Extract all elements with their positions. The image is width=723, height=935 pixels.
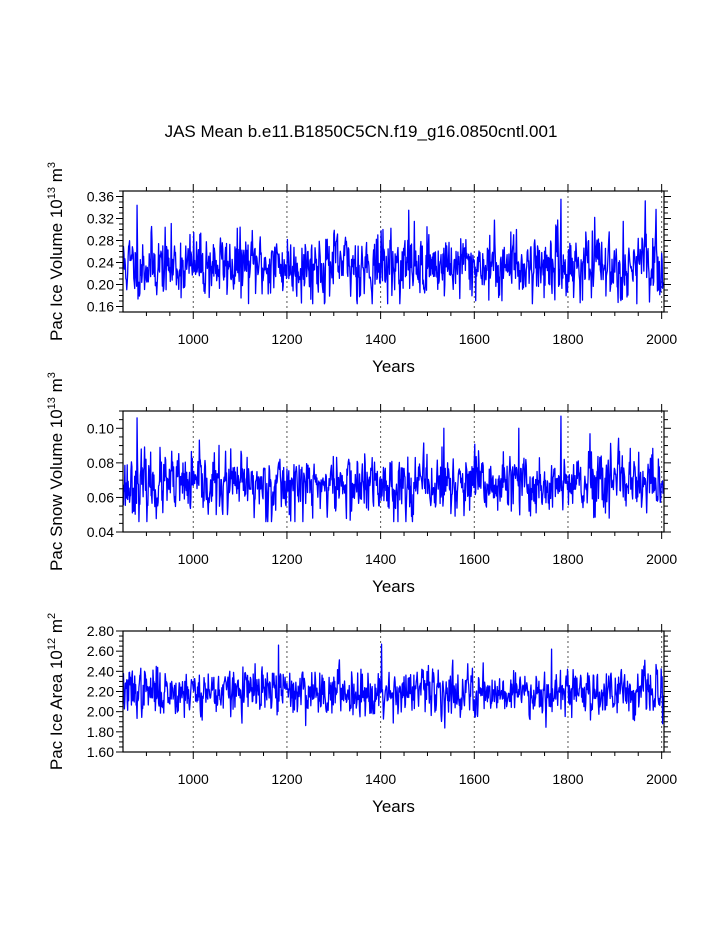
y-axis-label-part: Pac Ice Area 10 — [47, 650, 66, 770]
y-tick-label: 0.04 — [87, 524, 114, 540]
y-axis-label: Pac Ice Volume 1013 m3 — [46, 162, 66, 341]
x-axis-label: Years — [372, 577, 415, 596]
x-tick-label: 1200 — [271, 771, 302, 787]
y-axis-label-part: m — [47, 168, 66, 187]
y-axis-label-part: m — [47, 619, 66, 638]
y-tick-label: 0.24 — [87, 255, 114, 271]
x-axis-label: Years — [372, 357, 415, 376]
y-tick-label: 2.20 — [87, 684, 114, 700]
x-tick-label: 1800 — [552, 331, 583, 347]
x-tick-label: 1200 — [271, 551, 302, 567]
y-axis-label-part: 3 — [46, 372, 58, 378]
x-tick-label: 1400 — [365, 331, 396, 347]
y-tick-label: 0.32 — [87, 211, 114, 227]
x-tick-label: 2000 — [646, 331, 677, 347]
y-tick-label: 1.60 — [87, 744, 114, 760]
y-tick-label: 1.80 — [87, 724, 114, 740]
x-tick-label: 1600 — [459, 771, 490, 787]
y-tick-label: 2.00 — [87, 704, 114, 720]
x-tick-label: 1600 — [459, 551, 490, 567]
y-axis-label-part: Pac Snow Volume 10 — [47, 409, 66, 571]
y-tick-label: 0.10 — [87, 420, 114, 436]
x-tick-label: 2000 — [646, 771, 677, 787]
y-tick-label: 2.40 — [87, 663, 114, 679]
series-line — [122, 415, 664, 523]
figure-title: JAS Mean b.e11.B1850C5CN.f19_g16.0850cnt… — [165, 122, 558, 141]
y-tick-label: 0.16 — [87, 299, 114, 315]
x-axis-label: Years — [372, 797, 415, 816]
y-axis-label: Pac Snow Volume 1013 m3 — [46, 372, 66, 571]
chart-pac-snow-volume: 1000 1200 1400 1600 1800 2000 0.04 0.06 0.08 0.10… — [46, 372, 677, 596]
y-axis-label: Pac Ice Area 1012 m2 — [46, 613, 66, 770]
x-tick-label: 1000 — [178, 551, 209, 567]
y-tick-label: 0.08 — [87, 455, 114, 471]
series-line — [122, 198, 664, 305]
y-axis-label-part: 13 — [46, 187, 58, 199]
y-axis-label-part: Pac Ice Volume 10 — [47, 199, 66, 341]
y-tick-label: 2.60 — [87, 643, 114, 659]
x-tick-label: 1400 — [365, 771, 396, 787]
y-axis-label-part: 2 — [46, 613, 58, 619]
chart-pac-ice-area: 1000 1200 1400 1600 1800 2000 1.60 1.80 2.00 2.20… — [46, 613, 677, 816]
x-tick-label: 1400 — [365, 551, 396, 567]
x-tick-label: 2000 — [646, 551, 677, 567]
y-tick-label: 0.06 — [87, 489, 114, 505]
x-tick-label: 1200 — [271, 331, 302, 347]
y-tick-label: 0.20 — [87, 277, 114, 293]
y-axis-label-part: m — [47, 378, 66, 397]
x-tick-label: 1000 — [178, 331, 209, 347]
series-line — [122, 643, 664, 729]
y-tick-label: 0.28 — [87, 233, 114, 249]
x-tick-label: 1600 — [459, 331, 490, 347]
x-tick-label: 1800 — [552, 771, 583, 787]
y-tick-label: 2.80 — [87, 623, 114, 639]
y-axis-label-part: 12 — [46, 638, 58, 650]
chart-pac-ice-volume: 1000 1200 1400 1600 1800 2000 0.16 0.20 0.24 0.28… — [46, 162, 677, 376]
y-tick-label: 0.36 — [87, 189, 114, 205]
plots-container: 1000 1200 1400 1600 1800 2000 0.16 0.20 0.24 0.28… — [46, 162, 677, 816]
y-axis-label-part: 3 — [46, 162, 58, 168]
x-tick-label: 1800 — [552, 551, 583, 567]
x-tick-label: 1000 — [178, 771, 209, 787]
y-axis-label-part: 13 — [46, 397, 58, 409]
